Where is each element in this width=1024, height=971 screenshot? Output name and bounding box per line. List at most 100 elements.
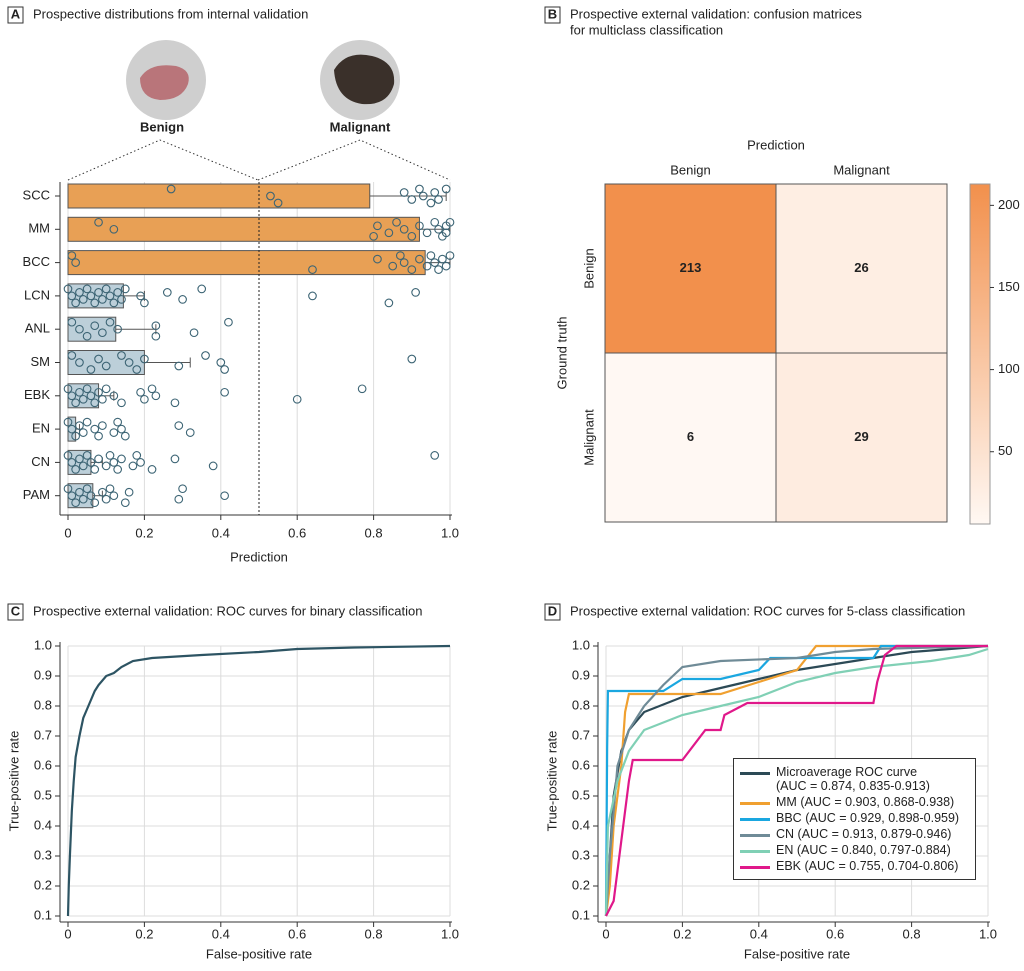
data-point xyxy=(384,228,394,238)
data-point xyxy=(399,258,409,267)
panel-label-box xyxy=(7,603,24,621)
data-point xyxy=(78,394,88,404)
y-axis-label: Ground truth xyxy=(554,317,569,390)
data-point xyxy=(105,484,115,494)
data-point xyxy=(71,431,80,441)
data-point xyxy=(185,428,195,437)
x-tick-label: 0.8 xyxy=(903,926,921,941)
data-point xyxy=(86,365,96,374)
legend-auc-label: (AUC = 0.840, 0.797-0.884) xyxy=(796,843,951,857)
data-point xyxy=(71,298,80,308)
legend-entry: EBK (AUC = 0.755, 0.704-0.806) xyxy=(740,859,969,873)
data-point xyxy=(75,454,84,464)
x-tick-label: 1.0 xyxy=(979,926,997,941)
legend-auc-label: (AUC = 0.929, 0.898-0.959) xyxy=(805,811,960,825)
data-point xyxy=(166,184,176,194)
data-point xyxy=(78,428,88,437)
legend-swatch xyxy=(740,818,770,821)
y-tick-label: 1.0 xyxy=(34,637,52,652)
data-point xyxy=(117,351,126,360)
data-point xyxy=(63,451,73,460)
data-point xyxy=(82,451,92,460)
x-tick-label: 0 xyxy=(64,926,71,941)
data-point xyxy=(120,498,130,508)
data-point xyxy=(292,394,302,404)
data-point xyxy=(136,458,145,467)
data-point xyxy=(388,261,398,271)
y-tick-label: SM xyxy=(31,354,51,369)
x-tick-label: 1.0 xyxy=(441,525,459,540)
x-tick-label: 0 xyxy=(602,926,609,941)
legend-entry: Microaverage ROC curve (AUC = 0.874, 0.8… xyxy=(740,765,969,793)
data-point xyxy=(373,221,382,231)
data-point xyxy=(174,494,184,504)
data-point xyxy=(101,384,111,394)
data-point xyxy=(170,398,180,408)
roc-curve xyxy=(604,647,989,917)
y-tick-label: 0.7 xyxy=(34,727,52,742)
data-point xyxy=(109,224,119,234)
data-point xyxy=(86,458,96,467)
legend-auc-label: (AUC = 0.903, 0.868-0.938) xyxy=(800,795,955,809)
y-tick-label: 0.5 xyxy=(34,787,52,802)
x-axis-label: False-positive rate xyxy=(206,946,312,961)
data-point xyxy=(392,217,401,227)
data-point xyxy=(71,258,80,267)
group-label: Benign xyxy=(140,119,184,134)
data-point xyxy=(441,228,451,238)
cell-value: 26 xyxy=(854,260,868,275)
data-point xyxy=(422,228,432,238)
panel-title: Prospective external validation: confusi… xyxy=(570,6,862,21)
y-axis-label: True-positive rate xyxy=(6,731,21,832)
data-point xyxy=(98,394,107,404)
data-point xyxy=(109,458,119,467)
legend-auc-label: (AUC = 0.755, 0.704-0.806) xyxy=(804,859,959,873)
data-point xyxy=(124,487,134,497)
legend-auc-label: (AUC = 0.913, 0.879-0.946) xyxy=(797,827,952,841)
panel-label: D xyxy=(548,603,557,618)
data-point xyxy=(441,184,451,194)
data-point xyxy=(113,417,123,427)
data-point xyxy=(75,358,84,367)
y-axis-label: True-positive rate xyxy=(544,731,559,832)
data-point xyxy=(67,251,77,260)
y-tick-label: BCC xyxy=(23,254,50,269)
cell-value: 6 xyxy=(687,429,694,444)
data-point xyxy=(90,321,100,331)
data-point xyxy=(407,195,417,204)
y-tick-label: 0.6 xyxy=(34,757,52,772)
legend-name: Microaverage ROC curve xyxy=(776,765,918,779)
x-tick-label: 0.6 xyxy=(288,926,306,941)
data-point xyxy=(136,291,145,301)
data-point xyxy=(109,491,119,501)
data-point xyxy=(63,484,73,494)
data-point xyxy=(90,498,100,508)
data-point xyxy=(430,258,440,267)
data-point xyxy=(75,288,84,297)
panel-label-box xyxy=(544,603,561,621)
y-tick-label: 0.2 xyxy=(572,877,590,892)
data-point xyxy=(128,461,138,471)
panel-title: for multiclass classification xyxy=(570,22,723,37)
data-point xyxy=(162,288,172,297)
data-point xyxy=(90,298,100,308)
colorbar xyxy=(969,183,991,525)
y-tick-label: 0.2 xyxy=(34,877,52,892)
data-point xyxy=(101,461,111,471)
y-tick-label: SCC xyxy=(23,187,50,202)
data-point xyxy=(151,331,161,341)
legend-entry: MM (AUC = 0.903, 0.868-0.938) xyxy=(740,795,969,809)
data-point xyxy=(86,391,96,401)
legend-name: CN xyxy=(776,827,795,841)
panel-title: Prospective external validation: ROC cur… xyxy=(33,603,422,618)
data-point xyxy=(98,328,107,338)
legend-text: MM (AUC = 0.903, 0.868-0.938) xyxy=(776,795,966,809)
data-point xyxy=(147,465,157,474)
x-tick-label: 0.4 xyxy=(750,926,768,941)
data-point xyxy=(120,431,130,441)
legend-swatch xyxy=(740,802,770,805)
data-point xyxy=(78,295,88,304)
y-tick-label: EN xyxy=(32,421,50,436)
data-point xyxy=(75,487,84,497)
data-point xyxy=(434,224,443,234)
